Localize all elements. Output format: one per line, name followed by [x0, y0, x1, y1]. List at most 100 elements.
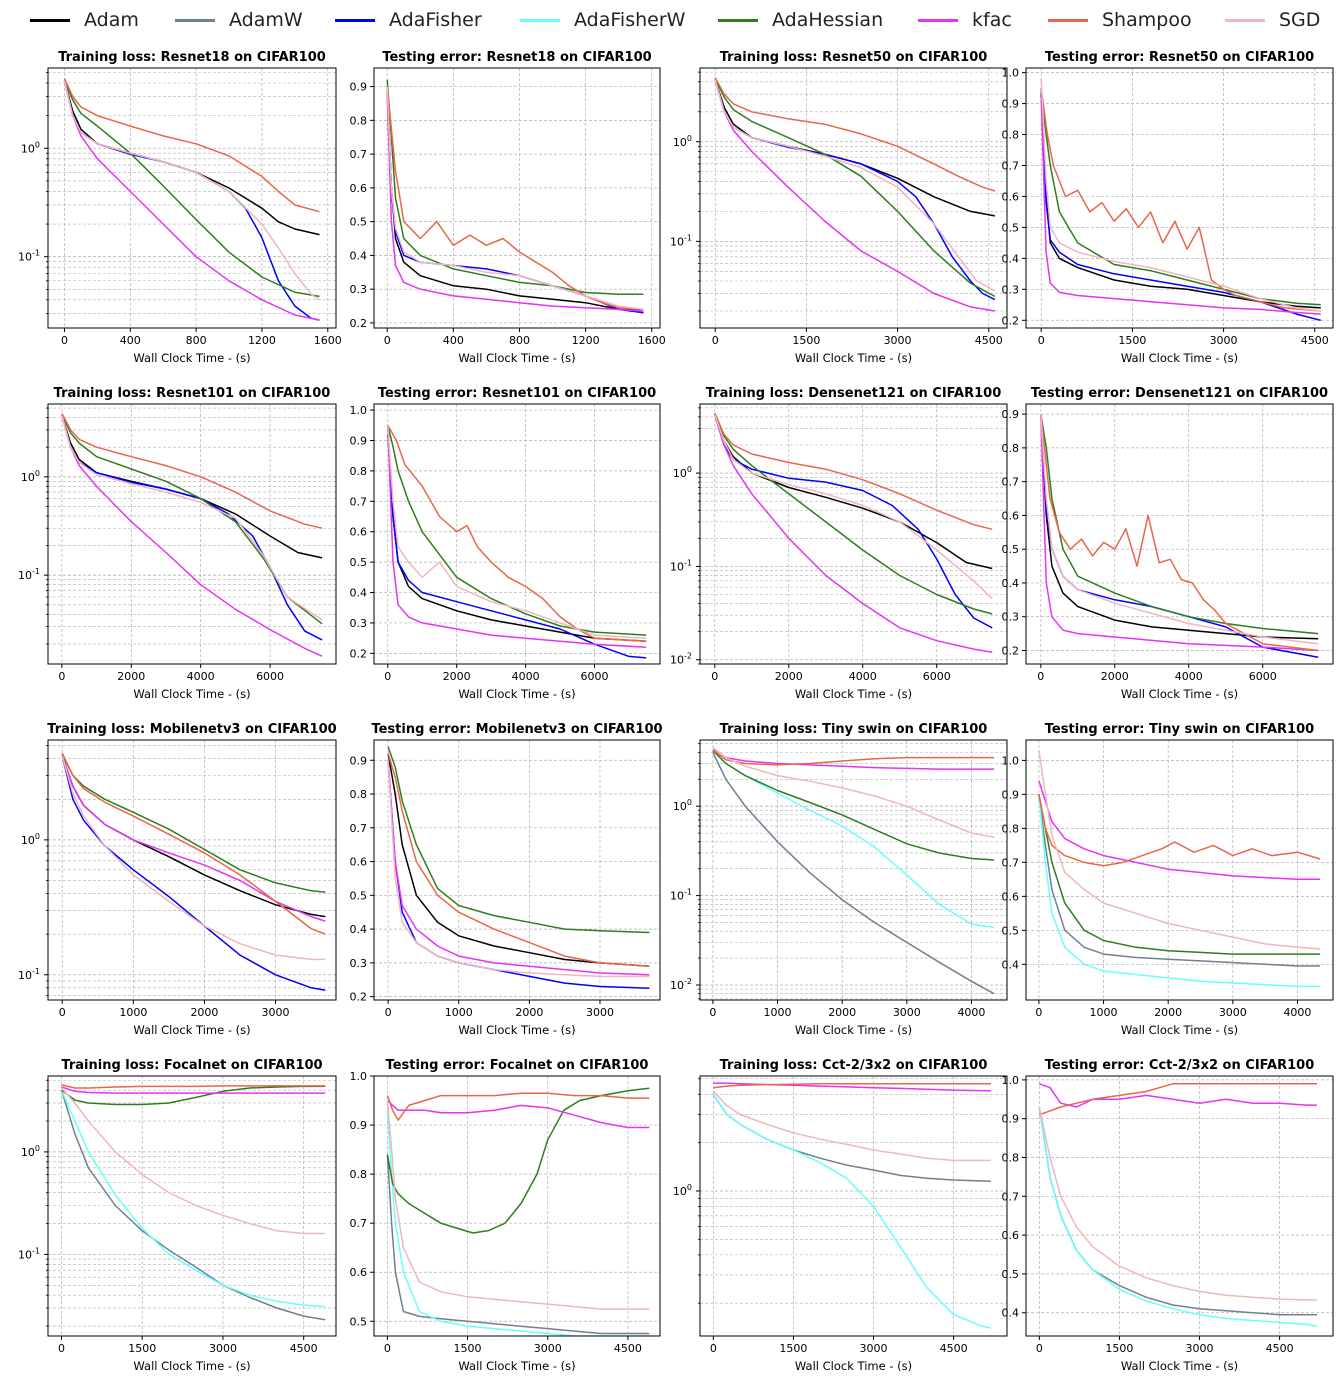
series-line-shampoo — [1040, 414, 1319, 652]
grid — [48, 1076, 336, 1336]
chart-panel: 0 1500 3000 4500 0.4 0.5 0.6 0.7 0.8 0.9 1.0 Testin… — [1002, 1058, 1334, 1373]
series-line-adam — [61, 755, 326, 918]
y-tick-label: 0.6 — [1002, 190, 1020, 203]
x-tick-label: 0 — [1038, 334, 1045, 347]
plot-frame — [1025, 67, 1334, 329]
series-line-adafisher — [1040, 94, 1321, 322]
series-line-adahessian — [712, 749, 995, 861]
x-tick-label: 400 — [120, 334, 141, 347]
series-line-shampoo — [714, 412, 993, 531]
series-line-kfac — [61, 755, 326, 922]
y-tick-label: 100 — [673, 465, 692, 480]
x-tick-label: 800 — [186, 334, 207, 347]
legend-swatch — [918, 18, 958, 22]
x-tick-label: 6000 — [1249, 670, 1277, 683]
x-tick-label: 4000 — [1175, 670, 1203, 683]
x-tick-label: 0 — [384, 1342, 391, 1355]
y-tick-label: 0.4 — [1002, 1307, 1020, 1320]
y-tick-label: 0.4 — [350, 249, 368, 262]
series-line-adafisherw — [386, 1110, 650, 1336]
series-line-kfac — [387, 425, 647, 649]
series-line-adamw — [1038, 794, 1321, 967]
chart-panel: 0 1500 3000 4500 0.5 0.6 0.7 0.8 0.9 1.0 Testing e… — [350, 1058, 661, 1373]
series-line-kfac — [1039, 1083, 1317, 1108]
plot-frame — [47, 67, 337, 329]
series-group — [712, 1082, 992, 1329]
legend-swatch — [175, 18, 215, 22]
y-tick-label: 0.6 — [1002, 509, 1020, 522]
series-line-shampoo — [387, 753, 650, 967]
legend-swatch — [1048, 18, 1088, 22]
y-tick-label: 0.3 — [350, 617, 368, 630]
series-line-shampoo — [1040, 88, 1321, 312]
x-axis-label: Wall Clock Time - (s) — [795, 1023, 912, 1037]
series-line-adafisher — [387, 434, 647, 659]
chart-title: Training loss: Resnet101 on CIFAR100 — [54, 386, 331, 401]
legend-label: SGD — [1279, 9, 1321, 31]
x-tick-label: 2000 — [1101, 670, 1129, 683]
x-tick-label: 3000 — [884, 334, 912, 347]
series-line-sgd — [387, 425, 647, 639]
plot-frame — [47, 403, 337, 665]
y-tick-label: 0.3 — [1002, 283, 1020, 296]
series-line-shampoo — [61, 413, 323, 529]
series-group — [386, 1087, 650, 1336]
legend-label: AdamW — [229, 9, 303, 31]
chart-panel: 0 2000 4000 6000 0.2 0.3 0.4 0.5 0.6 0.7 0.8 0.9 Tes… — [1002, 386, 1334, 701]
plot-frame — [1025, 739, 1334, 1001]
x-tick-label: 1000 — [764, 1006, 792, 1019]
y-tick-label: 0.6 — [350, 182, 368, 195]
series-line-adahessian — [1040, 88, 1321, 306]
series-group — [712, 747, 995, 995]
series-line-shampoo — [1038, 794, 1321, 867]
series-line-shampoo — [63, 78, 320, 213]
chart-title: Training loss: Focalnet on CIFAR100 — [61, 1058, 322, 1073]
y-tick-label: 0.3 — [1002, 611, 1020, 624]
y-tick-label: 0.7 — [350, 822, 368, 835]
y-tick-label: 10-1 — [670, 888, 692, 903]
chart-title: Testing error: Tiny swin on CIFAR100 — [1045, 722, 1314, 737]
chart-panel: 0 2000 4000 6000 100 10-1 10-2 Training loss: D… — [670, 386, 1008, 701]
x-tick-label: 4500 — [940, 1342, 968, 1355]
series-line-shampoo — [1039, 1083, 1317, 1116]
chart-title: Training loss: Mobilenetv3 on CIFAR100 — [47, 722, 336, 737]
chart-title: Testing error: Mobilenetv3 on CIFAR100 — [371, 722, 662, 737]
legend-label: AdaFisher — [389, 9, 482, 31]
legend-item-adamw: AdamW — [175, 6, 303, 34]
series-group — [60, 1084, 326, 1321]
series-line-kfac — [714, 414, 993, 654]
grid — [374, 1075, 660, 1336]
x-tick-label: 0 — [384, 334, 391, 347]
x-tick-label: 1000 — [119, 1006, 147, 1019]
series-line-kfac — [712, 747, 995, 770]
y-tick-label: 10-1 — [18, 567, 40, 582]
y-tick-label: 100 — [21, 1144, 40, 1159]
chart-panel: 0 1500 3000 4500 100 10-1 Training loss: Focal… — [18, 1058, 337, 1373]
x-tick-label: 800 — [509, 334, 530, 347]
x-tick-label: 4500 — [614, 1342, 642, 1355]
x-tick-label: 0 — [58, 670, 65, 683]
y-tick-label: 1.0 — [1002, 754, 1020, 767]
y-tick-label: 0.6 — [350, 526, 368, 539]
grid — [1026, 1076, 1333, 1336]
y-tick-label: 0.2 — [350, 317, 368, 330]
series-group — [386, 79, 644, 314]
y-tick-label: 0.2 — [1002, 314, 1020, 327]
y-tick-label: 0.8 — [350, 114, 368, 127]
series-line-adahessian — [63, 80, 320, 298]
y-tick-label: 0.3 — [350, 283, 368, 296]
series-group — [387, 746, 650, 989]
y-tick-label: 0.7 — [350, 1217, 368, 1230]
y-tick-label: 1.0 — [350, 1070, 368, 1083]
y-tick-label: 0.5 — [1002, 543, 1020, 556]
legend-swatch — [30, 18, 70, 22]
series-line-sgd — [386, 1100, 650, 1310]
series-line-adafisherw — [712, 749, 995, 929]
x-tick-label: 0 — [709, 1006, 716, 1019]
series-line-kfac — [61, 1086, 326, 1094]
x-tick-label: 6000 — [581, 670, 609, 683]
x-tick-label: 3000 — [1210, 334, 1238, 347]
chart-panel: 0 1000 2000 3000 100 10-1 Training loss: Mobil… — [18, 722, 337, 1037]
x-axis-label: Wall Clock Time - (s) — [133, 1023, 250, 1037]
y-tick-label: 10-2 — [670, 652, 692, 667]
